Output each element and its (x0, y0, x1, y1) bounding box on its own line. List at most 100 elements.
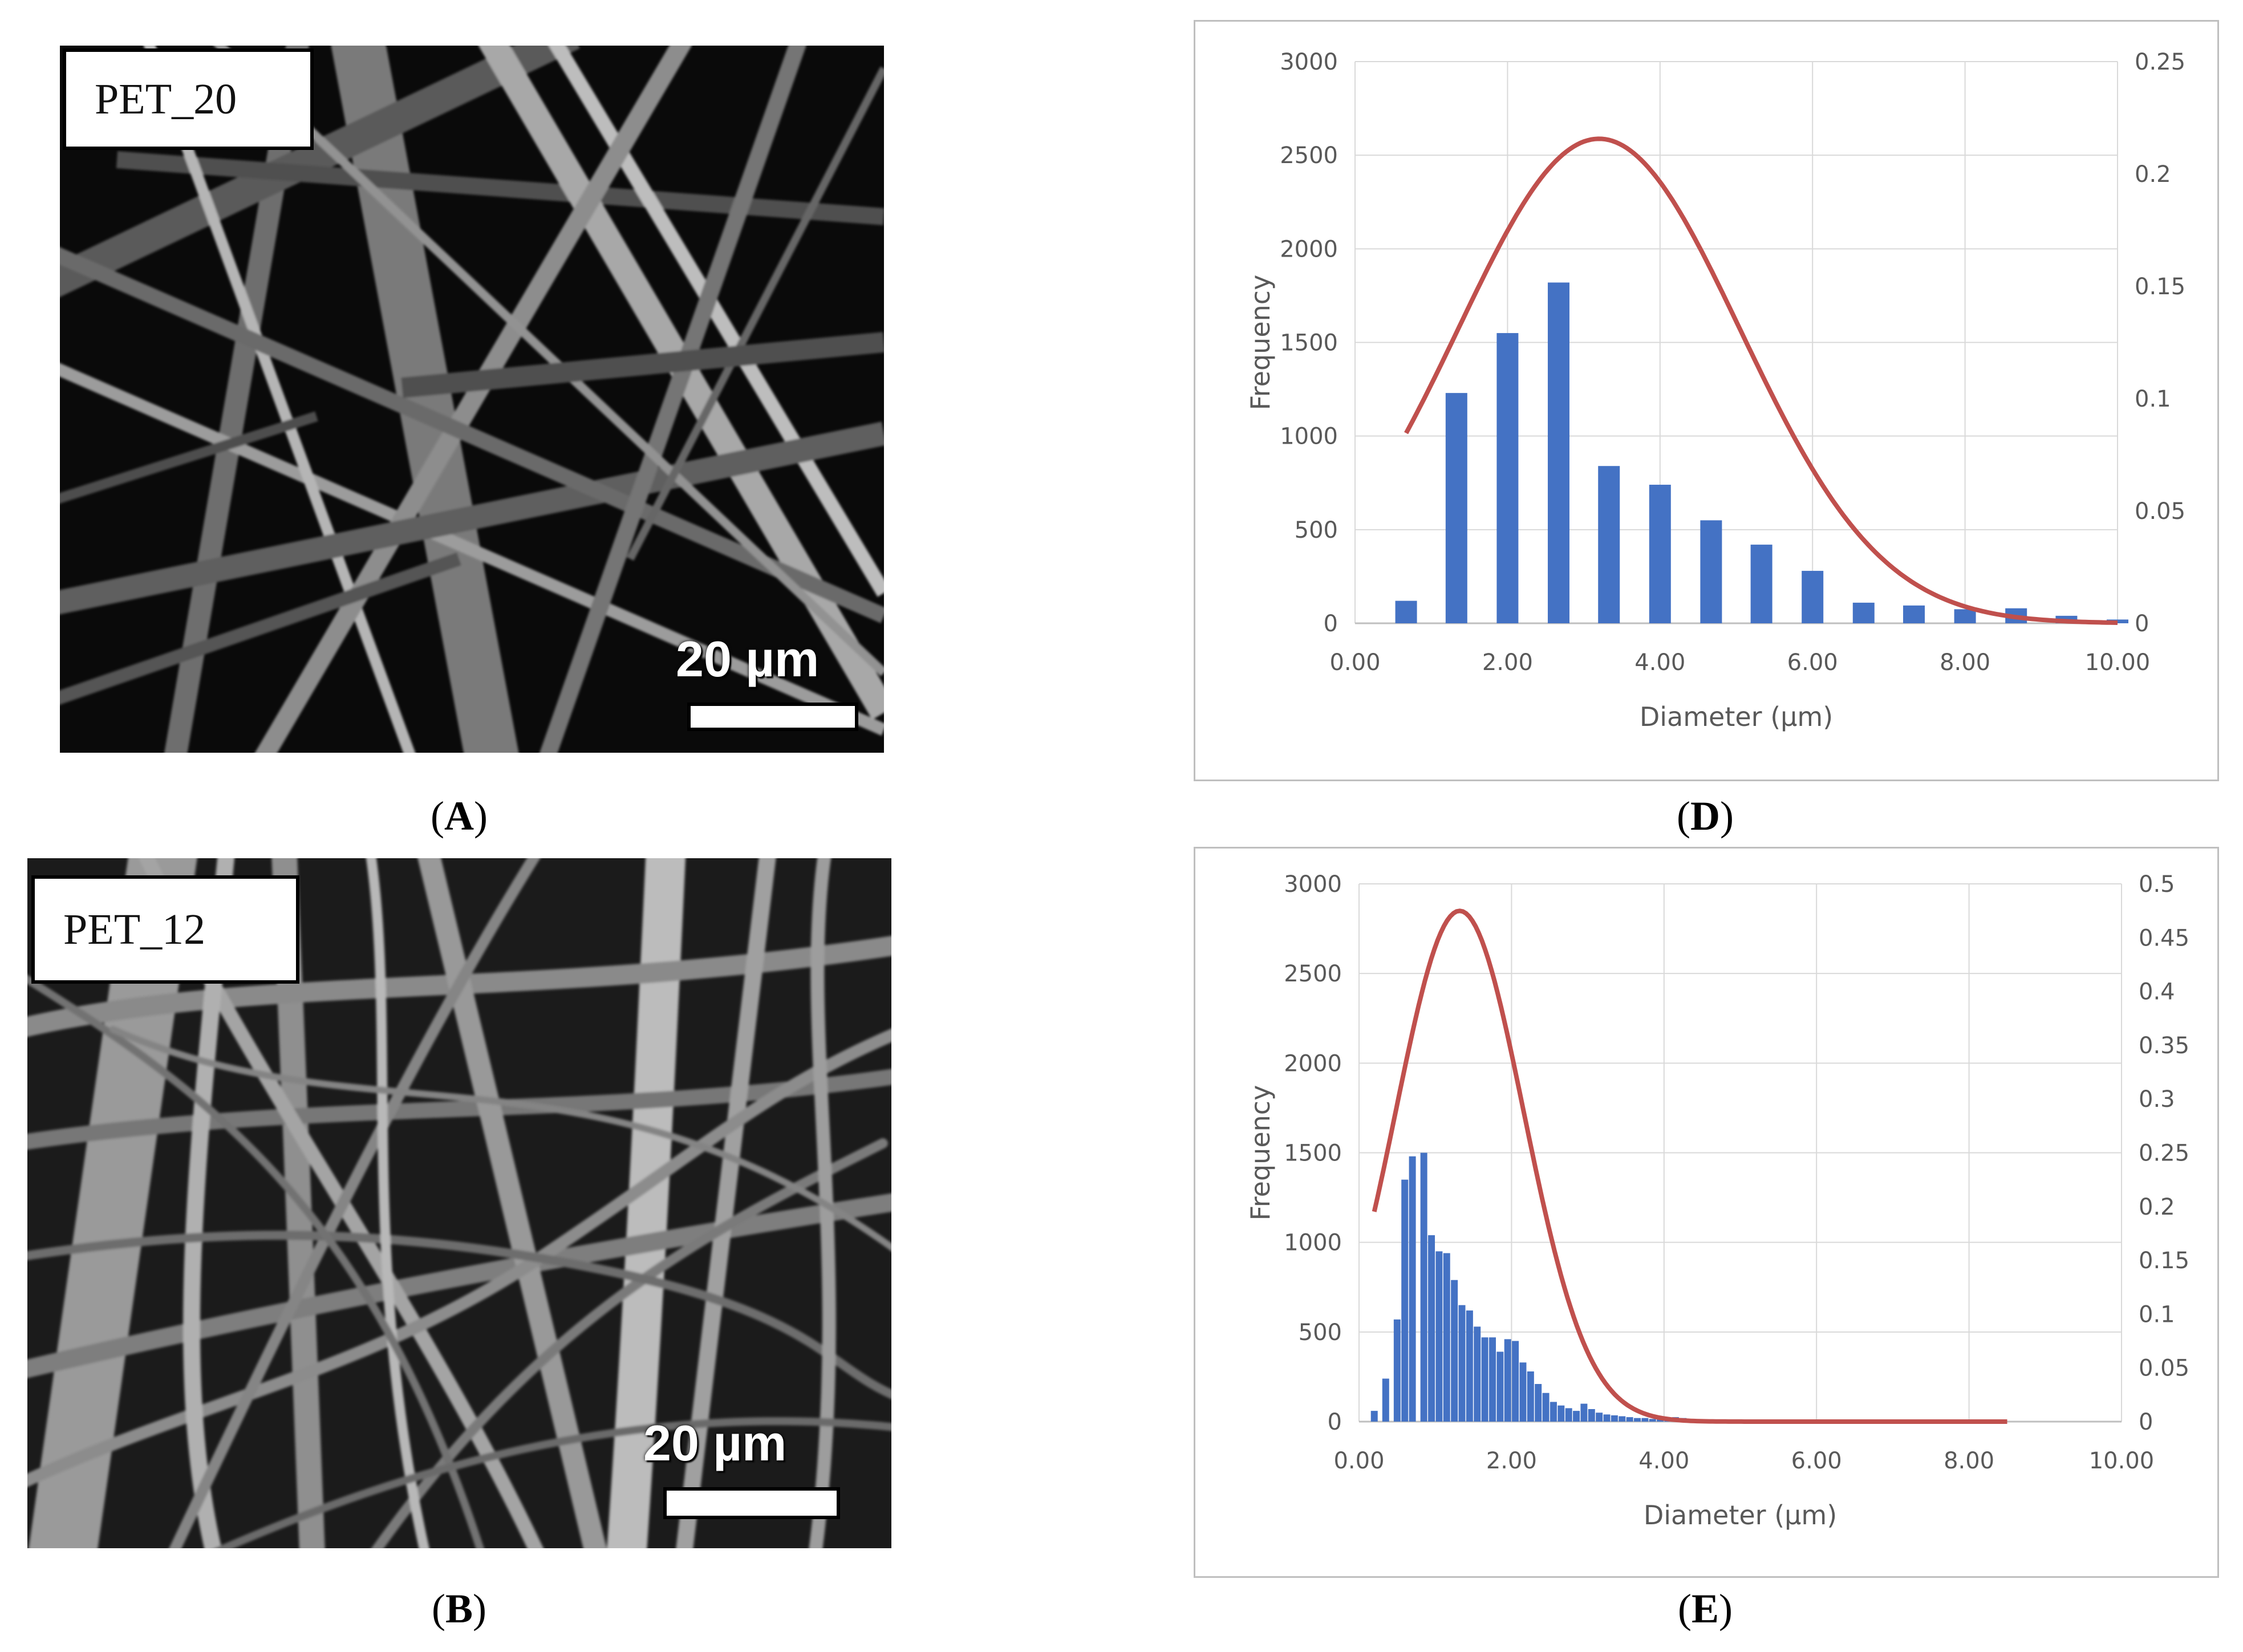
scale-bar-pet12 (663, 1487, 840, 1519)
x-axis-title: Diameter (µm) (1644, 1500, 1837, 1531)
histogram-bar (1401, 1179, 1409, 1422)
y-axis-title: Frequency (1245, 275, 1276, 411)
histogram-bar (1382, 1378, 1389, 1422)
histogram-bar (1649, 485, 1671, 623)
sample-label-pet12: PET_12 (31, 875, 299, 984)
histogram-bar (1700, 520, 1722, 623)
y2-tick-label: 0.2 (2139, 1194, 2175, 1220)
scale-bar-pet20 (687, 703, 858, 731)
histogram-bar (1565, 1408, 1572, 1422)
x-tick-label: 6.00 (1787, 650, 1838, 676)
histogram-bar (1598, 466, 1620, 623)
x-tick-label: 2.00 (1482, 650, 1533, 676)
histogram-bar (1393, 1319, 1401, 1422)
histogram-bar (1611, 1415, 1618, 1422)
histogram-bar (1496, 333, 1519, 623)
y2-tick-label: 0 (2135, 611, 2149, 637)
y-tick-label: 3000 (1284, 871, 1342, 898)
y-tick-label: 3000 (1280, 49, 1338, 75)
caption-e: (E) (1678, 1586, 1733, 1631)
y2-tick-label: 0.15 (2135, 274, 2185, 300)
histogram-bar (1481, 1337, 1488, 1422)
sem-image-pet20 (60, 46, 884, 753)
y2-tick-label: 0.1 (2135, 386, 2171, 412)
histogram-bar (1657, 1419, 1664, 1422)
x-tick-label: 10.00 (2089, 1448, 2155, 1474)
chart-frame-d: 0 500 1000 1500 2000 2500 3000 0.00 2.00 4.00 6.00… (1194, 20, 2219, 781)
histogram-bar (1458, 1305, 1466, 1422)
histogram-bar (1557, 1405, 1565, 1422)
y2-tick-label: 0.2 (2135, 161, 2171, 188)
histogram-bar (1451, 1280, 1458, 1422)
scale-bar-label-pet12: 20 µm (643, 1415, 787, 1471)
histogram-bar (1580, 1403, 1588, 1422)
caption-b: (B) (432, 1586, 486, 1631)
y-tick-label: 0 (1328, 1409, 1342, 1435)
plot-area: 0 500 1000 1500 2000 2500 3000 0.00 2.00 4.00 6.00… (1245, 49, 2185, 732)
histogram-bar (1428, 1235, 1435, 1422)
histogram-bar (1420, 1152, 1427, 1422)
y-tick-label: 1500 (1284, 1140, 1342, 1167)
histogram-bar (1547, 282, 1569, 623)
y2-tick-label: 0.1 (2139, 1301, 2175, 1328)
y-tick-label: 500 (1299, 1320, 1342, 1346)
caption-a: (A) (431, 793, 488, 839)
histogram-bar (1634, 1418, 1641, 1422)
plot-area: 0 500 1000 1500 2000 2500 3000 0.00 2.00 4.00 6.00… (1245, 871, 2189, 1531)
y2-tick-label: 0.05 (2135, 498, 2185, 525)
x-tick-label: 8.00 (1940, 650, 1990, 676)
normal-fit-curve (1372, 908, 2007, 1424)
x-tick-label: 10.00 (2085, 650, 2151, 676)
histogram-bar (1504, 1339, 1511, 1422)
histogram-pet20: 0 500 1000 1500 2000 2500 3000 0.00 2.00 4.00 6.00… (1245, 49, 2185, 732)
histogram-bar (1474, 1326, 1481, 1422)
y2-tick-label: 0.45 (2139, 925, 2189, 951)
histogram-bar (1496, 1351, 1504, 1422)
x-tick-label: 6.00 (1791, 1448, 1842, 1474)
y-tick-label: 2500 (1284, 961, 1342, 987)
fiber-texture-pet12 (27, 858, 891, 1548)
caption-letter-a: A (444, 793, 474, 839)
y-tick-label: 2000 (1284, 1050, 1342, 1077)
y-tick-label: 2000 (1280, 236, 1338, 262)
y2-tick-label: 0.15 (2139, 1248, 2189, 1274)
histogram-bar (1445, 393, 1467, 623)
y2-tick-label: 0.35 (2139, 1033, 2189, 1059)
y-tick-label: 1500 (1280, 330, 1338, 356)
histogram-bar (1603, 1414, 1611, 1422)
histogram-bar (1903, 605, 1925, 623)
histogram-bar (1588, 1409, 1595, 1422)
y-axis-title: Frequency (1245, 1085, 1276, 1221)
histogram-bar (1535, 1383, 1542, 1422)
histogram-bar (1370, 1411, 1378, 1422)
x-tick-label: 4.00 (1634, 650, 1685, 676)
chart-frame-e: 0 500 1000 1500 2000 2500 3000 0.00 2.00 4.00 6.00… (1194, 847, 2219, 1578)
y2-tick-label: 0 (2139, 1409, 2153, 1435)
histogram-bar (1619, 1416, 1626, 1422)
y2-tick-label: 0.25 (2139, 1140, 2189, 1167)
histogram-bar (1488, 1337, 1496, 1422)
y-tick-label: 0 (1324, 611, 1338, 637)
y2-tick-label: 0.3 (2139, 1086, 2175, 1113)
caption-letter-b: B (445, 1586, 473, 1631)
histogram-bar (1626, 1417, 1633, 1422)
x-tick-label: 0.00 (1333, 1448, 1384, 1474)
caption-letter-e: E (1691, 1586, 1719, 1631)
y-tick-label: 500 (1295, 517, 1338, 543)
histogram-bar (1649, 1419, 1656, 1422)
caption-letter-d: D (1690, 793, 1720, 839)
y2-tick-label: 0.25 (2135, 49, 2185, 75)
histogram-bar (1852, 602, 1875, 623)
histogram-bar (1954, 609, 1976, 623)
y-tick-label: 1000 (1284, 1230, 1342, 1256)
y-tick-label: 1000 (1280, 424, 1338, 450)
y2-tick-label: 0.05 (2139, 1355, 2189, 1382)
histogram-bar (1802, 571, 1824, 623)
scale-bar-label-pet20: 20 µm (676, 631, 820, 687)
y2-tick-label: 0.5 (2139, 871, 2175, 898)
x-axis-title: Diameter (µm) (1640, 701, 1833, 732)
caption-d: (D) (1677, 793, 1734, 839)
histogram-bar (1466, 1310, 1473, 1422)
histogram-bar (1409, 1156, 1416, 1422)
x-tick-label: 2.00 (1486, 1448, 1537, 1474)
